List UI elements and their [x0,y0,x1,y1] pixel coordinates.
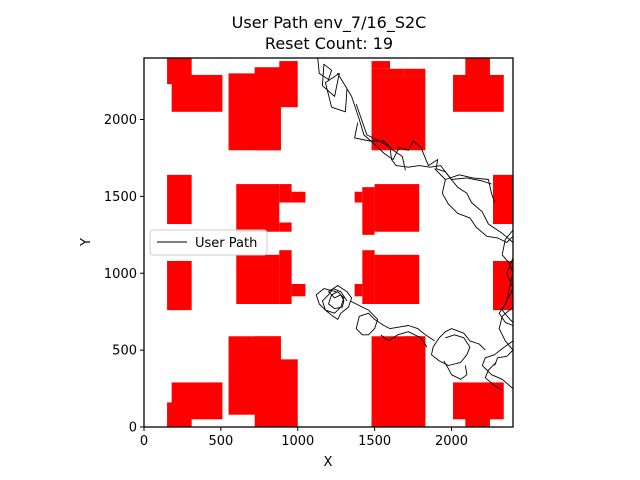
x-axis-label: X [324,455,333,470]
obstacle-18 [291,284,306,297]
user-path-segment-11 [349,300,435,342]
user-path-segment-14 [443,360,468,380]
obstacle-30 [362,250,375,304]
obstacle-27 [354,191,363,203]
y-tick-label: 1000 [104,267,137,282]
obstacle-36 [493,174,513,225]
legend: User Path [149,229,268,256]
user-path-segment-9 [484,362,503,391]
obstacle-21 [371,61,390,69]
obstacle-20 [371,68,404,77]
y-tick-label: 1500 [104,190,137,205]
x-tick-label: 2000 [435,434,468,449]
user-path-segment-1 [355,103,513,243]
user-path-segment-7 [494,306,513,366]
obstacle-11 [279,359,298,427]
user-path-segment-12 [315,285,353,320]
legend-box [149,229,268,256]
obstacle-13 [279,184,292,203]
legend-entry-user-path: User Path [195,236,257,251]
chart-subtitle: Reset Count: 19 [265,34,393,53]
obstacle-26 [362,187,375,235]
obstacle-19 [371,76,426,151]
obstacle-35 [465,402,490,427]
obstacle-0 [167,174,192,225]
obstacle-12 [236,184,280,232]
plot-frame [143,57,514,428]
obstacle-28 [374,184,420,232]
user-path-segment-10 [431,328,486,366]
chart-title: User Path env_7/16_S2C [232,13,427,33]
obstacle-31 [354,284,363,297]
y-tick-label: 0 [129,421,137,436]
user-path-segment-2 [354,122,406,171]
user-path-segment-13 [380,331,428,348]
obstacle-24 [371,419,390,427]
user-path-segment-0 [317,58,492,185]
x-tick-label: 1500 [358,434,391,449]
obstacle-14 [291,191,306,203]
obstacle-33 [465,58,490,85]
y-tick-label: 2000 [104,113,137,128]
x-tick-label: 0 [140,434,148,449]
obstacle-29 [374,254,420,304]
obstacle-17 [279,250,292,304]
obstacle-1 [167,260,192,311]
obstacle-3 [167,58,192,85]
y-axis-label: Y [79,238,94,247]
x-tick-label: 500 [208,434,233,449]
user-path-segment-8 [481,340,513,389]
obstacle-7 [254,67,281,151]
obstacle-5 [167,402,192,427]
obstacle-10 [254,336,281,427]
user-path-segment-6 [498,257,513,326]
user-path-layer [315,58,513,391]
obstacle-25 [403,336,426,420]
obstacles-layer [167,58,513,427]
user-path-segment-5 [501,229,513,323]
obstacle-8 [279,61,298,108]
x-tick-label: 1000 [281,434,314,449]
x-axis: 0 500 1000 1500 2000 [140,427,468,449]
user-path-segment-4 [441,179,513,243]
obstacle-22 [403,68,426,77]
y-axis: 0 500 1000 1500 2000 [104,113,144,436]
obstacle-15 [279,222,292,232]
y-tick-label: 500 [112,344,137,359]
obstacle-16 [236,254,280,304]
